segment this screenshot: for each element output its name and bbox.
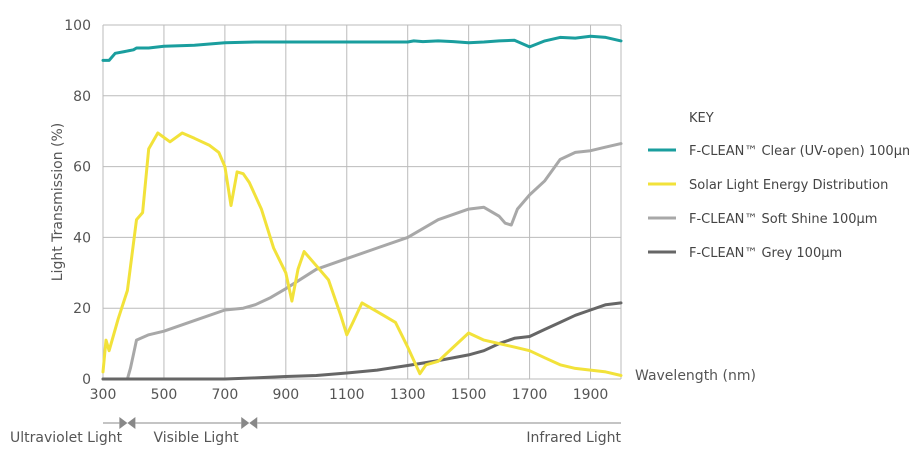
band-arrow-right-0 (127, 417, 136, 429)
x-tick-label: 1500 (451, 387, 487, 403)
legend-label-3: F-CLEAN™ Grey 100µm (689, 246, 842, 261)
legend-label-0: F-CLEAN™ Clear (UV-open) 100µm (689, 144, 909, 159)
band-arrow-left-0 (119, 417, 128, 429)
x-tick-label: 1300 (390, 387, 426, 403)
band-label-1: Visible Light (153, 430, 239, 446)
legend-label-1: Solar Light Energy Distribution (689, 178, 888, 193)
series-line-1 (101, 131, 623, 377)
x-tick-label: 300 (90, 387, 117, 403)
y-tick-label: 60 (73, 160, 91, 176)
spectrum-bands: Ultraviolet Light Visible Light Infrared L… (10, 417, 622, 446)
legend-label-2: F-CLEAN™ Soft Shine 100µm (689, 212, 877, 227)
y-tick-labels: 0 20 40 60 80 100 (64, 18, 91, 388)
band-label-2: Infrared Light (526, 430, 621, 446)
series-line-3 (101, 301, 623, 381)
legend-title: KEY (689, 111, 714, 126)
x-tick-label: 1100 (329, 387, 365, 403)
x-tick-label: 1700 (512, 387, 548, 403)
y-axis-label: Light Transmission (%) (50, 123, 66, 282)
grid (102, 24, 622, 380)
band-arrow-left-1 (241, 417, 250, 429)
x-tick-labels: 300 500 700 900 1100 1300 1500 1700 1900 (90, 387, 609, 403)
y-tick-label: 100 (64, 18, 91, 34)
x-tick-label: 900 (272, 387, 299, 403)
x-tick-label: 1900 (573, 387, 609, 403)
y-tick-label: 20 (73, 301, 91, 317)
x-tick-label: 700 (212, 387, 239, 403)
band-arrow-right-1 (249, 417, 258, 429)
x-tick-label: 500 (151, 387, 178, 403)
series-lines (101, 34, 623, 381)
legend: KEY F-CLEAN™ Clear (UV-open) 100µm Solar … (648, 111, 909, 261)
y-tick-label: 80 (73, 89, 91, 105)
series-line-2 (101, 142, 623, 381)
y-tick-label: 0 (82, 372, 91, 388)
x-axis-label: Wavelength (nm) (635, 368, 756, 384)
series-line-0 (101, 34, 623, 62)
y-tick-label: 40 (73, 230, 91, 246)
band-label-0: Ultraviolet Light (10, 430, 123, 446)
